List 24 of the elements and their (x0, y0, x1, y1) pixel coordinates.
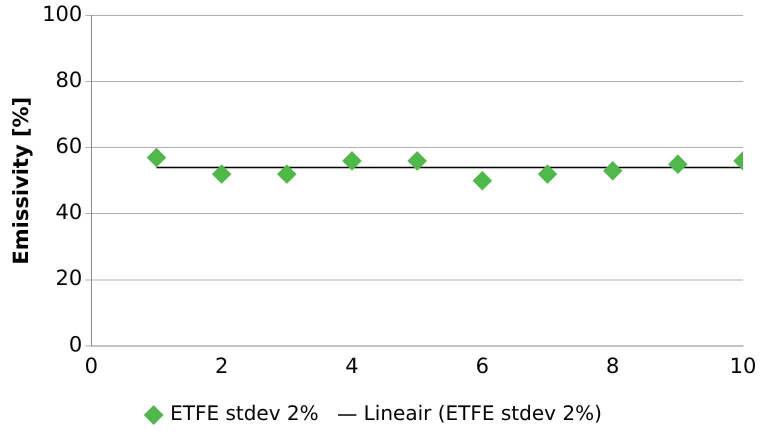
point (603, 161, 622, 180)
point (277, 164, 296, 184)
point (472, 171, 492, 190)
y-tick-label: 60 (56, 134, 82, 158)
point (668, 154, 688, 174)
x-tick-label: 10 (730, 354, 756, 378)
x-tick-label: 4 (345, 354, 359, 378)
x-tick-label: 6 (476, 354, 489, 378)
y-axis-title: Emissivity [%] (9, 96, 34, 265)
y-tick-label: 40 (56, 200, 82, 224)
y-tick-label: 0 (68, 332, 82, 356)
x-tick-label: 8 (606, 354, 620, 378)
legend-label: ETFE stdev 2% (170, 401, 319, 426)
y-tick-label: 100 (42, 2, 82, 26)
y-tick-label: 80 (56, 68, 82, 92)
point (408, 151, 427, 170)
point (538, 164, 557, 184)
point (342, 151, 362, 170)
legend-label: Lineair (ETFE stdev 2%) (364, 401, 602, 426)
x-tick-label: 2 (214, 354, 228, 378)
point (146, 148, 166, 168)
x-tick-label: 0 (84, 354, 98, 378)
y-tick-label: 20 (56, 266, 82, 290)
point (212, 164, 232, 184)
